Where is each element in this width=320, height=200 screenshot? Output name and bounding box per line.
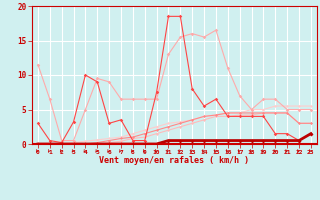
- X-axis label: Vent moyen/en rafales ( km/h ): Vent moyen/en rafales ( km/h ): [100, 156, 249, 165]
